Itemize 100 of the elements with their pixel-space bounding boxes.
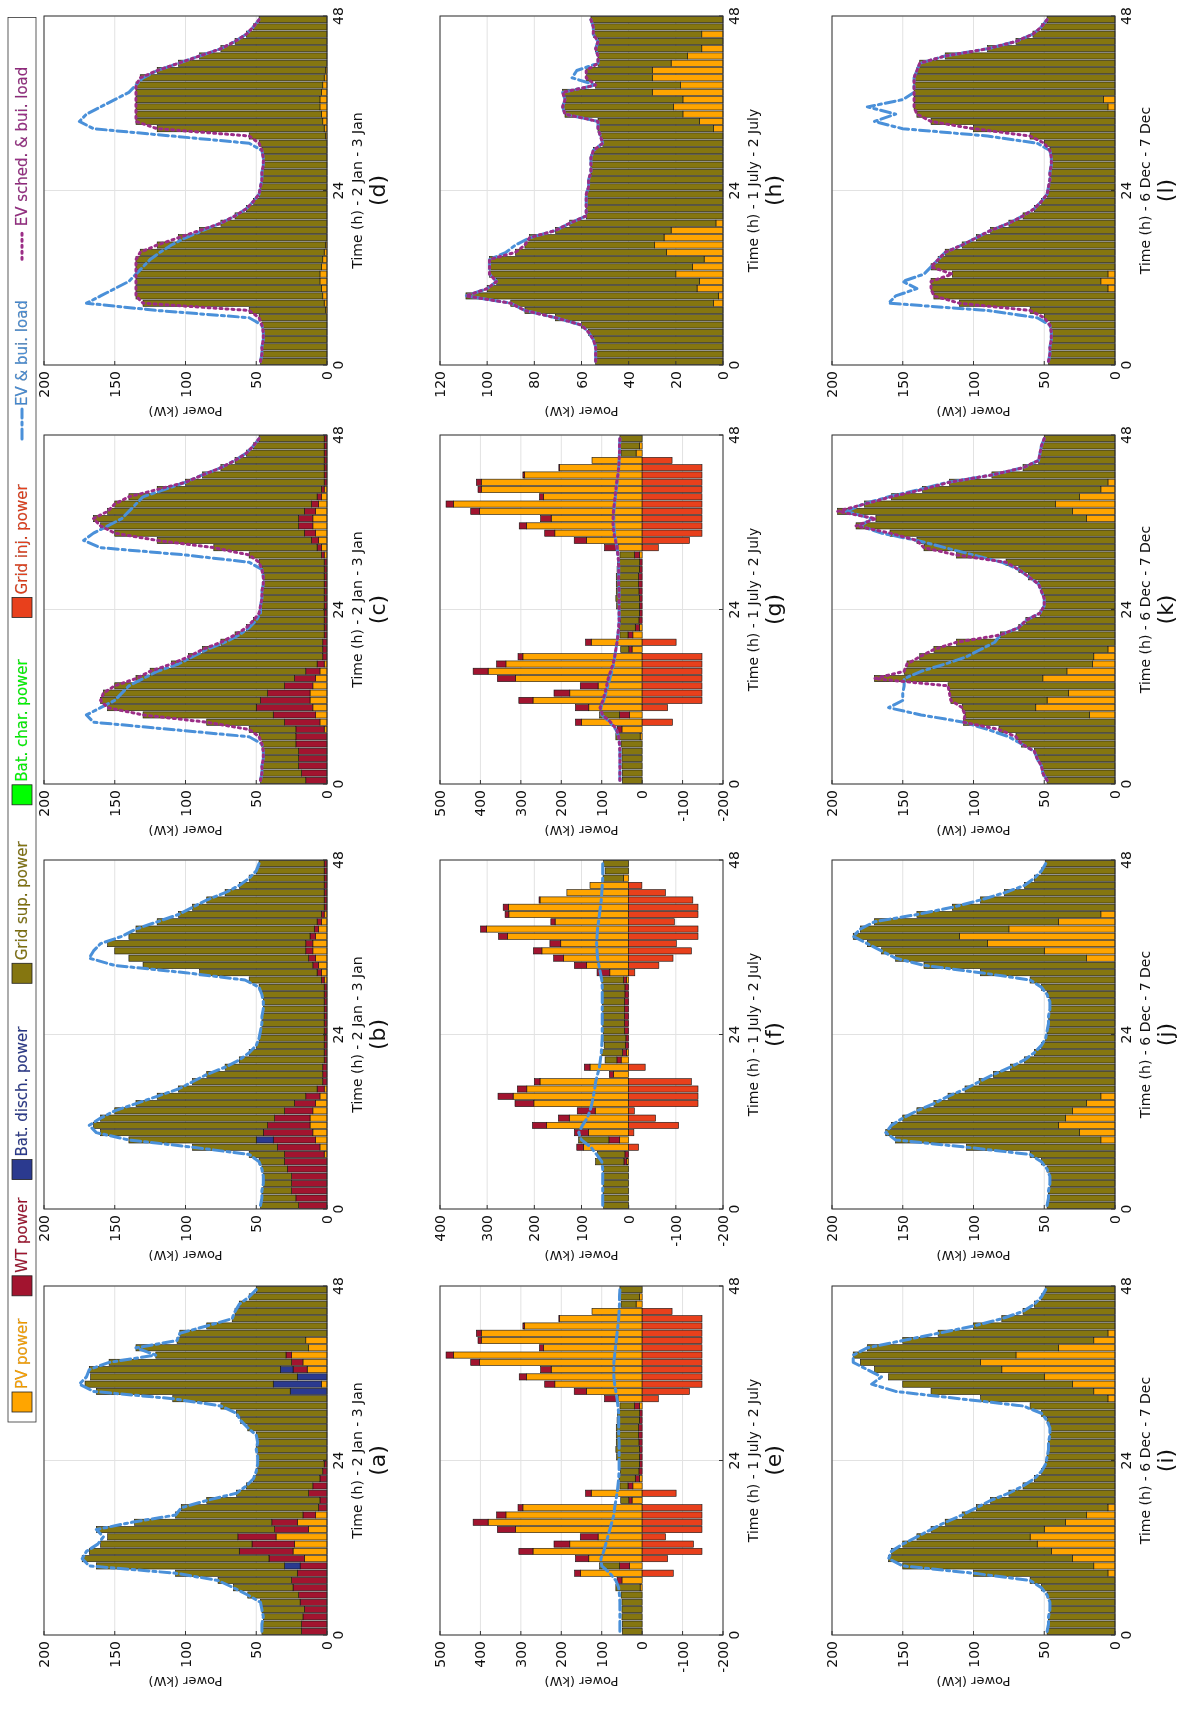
x-tick-label: 200	[824, 790, 840, 817]
x-axis-title: Power (kW)	[148, 1248, 223, 1263]
x-tick-label: 300	[512, 1641, 529, 1668]
x-tick-label: 150	[894, 790, 911, 817]
y-tick-label: 24	[726, 1025, 742, 1044]
text: (j)	[1153, 1022, 1178, 1047]
y-tick-label: 24	[726, 600, 742, 619]
y-axis-title: Time (h) - 1 July - 2 July	[745, 1378, 761, 1544]
y-axis-title: Time (h) - 6 Dec - 7 Dec	[1137, 950, 1153, 1120]
text: (f)	[761, 1022, 786, 1047]
x-tick-label: 400	[472, 1641, 489, 1668]
y-axis-title: Time (h) - 2 Jan - 3 Jan	[349, 956, 365, 1114]
x-tick-label: 100	[965, 371, 982, 398]
x-tick-label: -100	[667, 1215, 684, 1247]
x-tick-label: 50	[1036, 790, 1053, 808]
x-tick-label: 80	[526, 371, 543, 389]
x-tick-label: 100	[177, 1641, 194, 1668]
legend-label: EV sched. & bui. load	[13, 66, 31, 227]
legend-label: Grid inj. power	[13, 483, 31, 595]
text: Bat. disch. power	[13, 1025, 31, 1157]
x-tick-label: 120	[432, 371, 448, 398]
x-tick-label: -100	[674, 790, 691, 822]
text: WT power	[13, 1196, 31, 1273]
x-axis-title: Power (kW)	[936, 1674, 1011, 1689]
x-tick-label: 0	[1107, 371, 1123, 380]
x-tick-label: 200	[824, 371, 840, 398]
text: (d)	[365, 174, 390, 207]
y-tick-label: 24	[726, 1451, 742, 1470]
x-axis-title: Power (kW)	[936, 404, 1011, 419]
y-tick-label: 0	[726, 779, 742, 789]
x-tick-label: 0	[634, 790, 651, 799]
x-tick-label: 0	[319, 1215, 335, 1224]
x-tick-label: 200	[36, 371, 52, 398]
x-tick-label: 50	[248, 1641, 265, 1659]
x-axis-title: Power (kW)	[544, 404, 619, 419]
x-tick-label: 0	[319, 790, 335, 799]
y-tick-label: 24	[330, 181, 346, 200]
y-tick-label: 24	[330, 600, 346, 619]
y-tick-label: 0	[330, 1630, 346, 1640]
x-tick-label: 150	[106, 1215, 123, 1242]
text: (a)	[365, 1445, 390, 1476]
x-tick-label: 150	[106, 790, 123, 817]
x-tick-label: 200	[36, 1641, 52, 1668]
x-tick-label: 50	[1036, 1641, 1053, 1659]
x-axis-title: Power (kW)	[544, 823, 619, 838]
x-axis-title: Power (kW)	[148, 1674, 223, 1689]
y-tick-label: 0	[726, 360, 742, 370]
y-axis-title: Time (h) - 1 July - 2 July	[745, 527, 761, 693]
text: EV & bui. load	[13, 300, 31, 406]
x-tick-label: 0	[620, 1215, 637, 1224]
x-tick-label: 100	[177, 790, 194, 817]
x-axis-title: Power (kW)	[544, 1248, 619, 1263]
x-tick-label: 60	[573, 371, 590, 389]
text: (c)	[365, 594, 390, 625]
x-axis-title: Power (kW)	[544, 1674, 619, 1689]
x-tick-label: 200	[553, 1641, 570, 1668]
x-tick-label: -200	[715, 790, 731, 822]
y-tick-label: 0	[330, 360, 346, 370]
x-axis-title: Power (kW)	[936, 1248, 1011, 1263]
x-tick-label: 0	[1107, 1215, 1123, 1224]
y-axis-title: Time (h) - 2 Jan - 3 Jan	[349, 1382, 365, 1540]
y-axis-title: Time (h) - 6 Dec - 7 Dec	[1137, 525, 1153, 695]
y-tick-label: 48	[726, 851, 742, 869]
y-tick-label: 0	[1118, 360, 1134, 370]
x-tick-label: 200	[824, 1641, 840, 1668]
x-tick-label: -200	[715, 1641, 731, 1673]
y-tick-label: 24	[330, 1451, 346, 1470]
x-tick-label: 300	[479, 1215, 496, 1242]
text: (b)	[365, 1018, 390, 1051]
y-tick-label: 24	[330, 1025, 346, 1044]
x-tick-label: 0	[319, 1641, 335, 1650]
text: (i)	[1153, 1448, 1178, 1473]
y-tick-label: 48	[1118, 7, 1134, 25]
x-tick-label: 100	[177, 1215, 194, 1242]
x-tick-label: 0	[634, 1641, 651, 1650]
text: (l)	[1153, 178, 1178, 203]
x-tick-label: 0	[1107, 790, 1123, 799]
x-tick-label: 0	[715, 371, 731, 380]
text: (g)	[761, 593, 786, 626]
x-tick-label: 150	[894, 1641, 911, 1668]
x-tick-label: 200	[36, 790, 52, 817]
x-tick-label: 300	[512, 790, 529, 817]
x-tick-label: -100	[674, 1641, 691, 1673]
y-tick-label: 24	[1118, 181, 1134, 200]
x-tick-label: 100	[573, 1215, 590, 1242]
y-tick-label: 48	[1118, 851, 1134, 869]
y-tick-label: 24	[1118, 1025, 1134, 1044]
y-tick-label: 0	[1118, 1204, 1134, 1214]
y-tick-label: 48	[1118, 1277, 1134, 1295]
legend-label: Bat. char. power	[13, 658, 31, 782]
y-axis-title: Time (h) - 1 July - 2 July	[745, 952, 761, 1118]
x-tick-label: 200	[553, 790, 570, 817]
y-tick-label: 48	[726, 426, 742, 444]
x-axis-title: Power (kW)	[148, 404, 223, 419]
x-tick-label: 100	[965, 1641, 982, 1668]
x-tick-label: -200	[715, 1215, 731, 1247]
x-tick-label: 400	[432, 1215, 448, 1242]
x-tick-label: 0	[1107, 1641, 1123, 1650]
x-tick-label: 100	[965, 790, 982, 817]
y-tick-label: 48	[1118, 426, 1134, 444]
